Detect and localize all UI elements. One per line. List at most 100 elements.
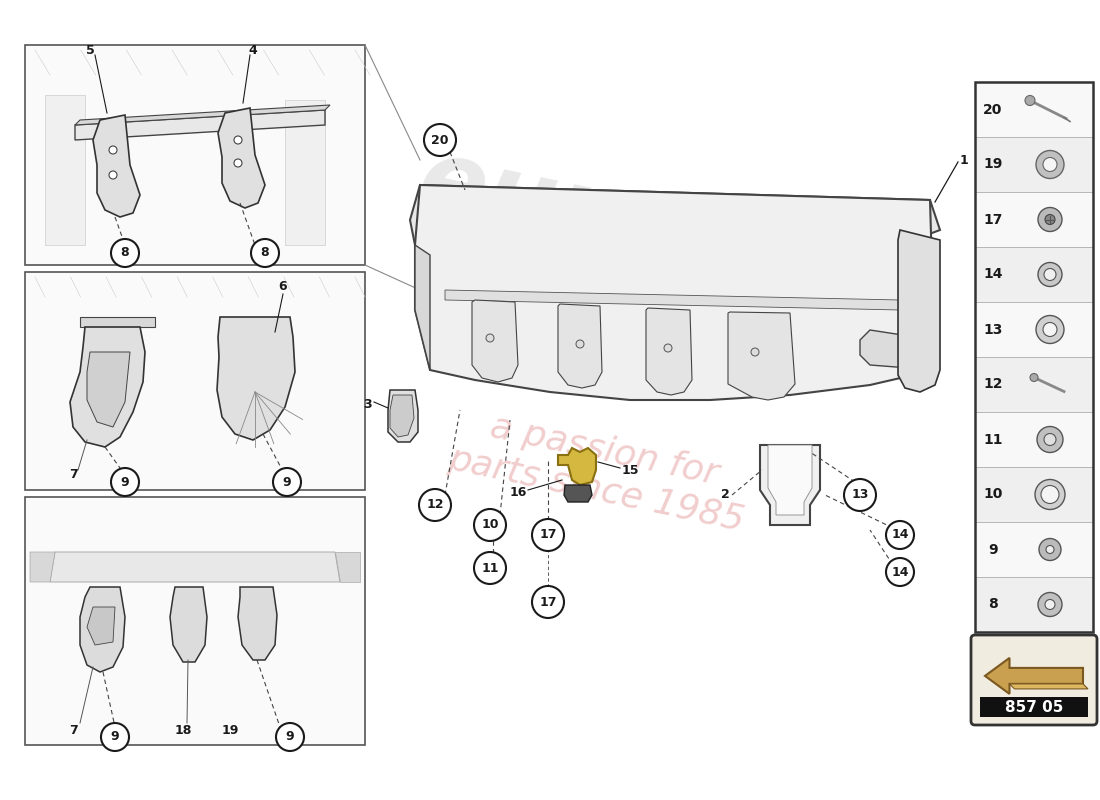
Polygon shape: [415, 245, 430, 370]
Text: 16: 16: [509, 486, 527, 498]
Polygon shape: [50, 552, 340, 582]
Circle shape: [1041, 486, 1059, 503]
Circle shape: [844, 479, 876, 511]
Circle shape: [251, 239, 279, 267]
Text: 8: 8: [988, 598, 998, 611]
Polygon shape: [390, 395, 414, 437]
Polygon shape: [984, 658, 1084, 694]
Text: 19: 19: [983, 158, 1003, 171]
Text: 857 05: 857 05: [1004, 699, 1064, 714]
Text: eurocar
parts: eurocar parts: [386, 133, 854, 427]
Polygon shape: [728, 312, 795, 400]
Circle shape: [1038, 207, 1061, 231]
Circle shape: [1044, 269, 1056, 281]
Text: 18: 18: [174, 723, 191, 737]
Polygon shape: [285, 100, 324, 245]
Polygon shape: [30, 552, 55, 582]
Text: 9: 9: [286, 730, 295, 743]
Circle shape: [1046, 546, 1054, 554]
Text: 9: 9: [283, 475, 292, 489]
Text: 4: 4: [249, 43, 257, 57]
Circle shape: [474, 552, 506, 584]
Circle shape: [109, 171, 117, 179]
Text: 1: 1: [960, 154, 969, 166]
Text: 9: 9: [988, 542, 998, 557]
Text: 8: 8: [121, 246, 130, 259]
Polygon shape: [75, 110, 324, 140]
Circle shape: [1037, 426, 1063, 453]
Circle shape: [101, 723, 129, 751]
Circle shape: [111, 239, 139, 267]
Text: 14: 14: [891, 529, 909, 542]
Text: 2: 2: [722, 489, 730, 502]
Polygon shape: [217, 317, 295, 440]
Text: 17: 17: [983, 213, 1003, 226]
Circle shape: [664, 344, 672, 352]
Polygon shape: [646, 308, 692, 395]
Text: 15: 15: [621, 463, 639, 477]
Circle shape: [1040, 538, 1062, 561]
Polygon shape: [94, 115, 140, 217]
Text: 7: 7: [68, 469, 77, 482]
Text: 10: 10: [983, 487, 1003, 502]
Text: 6: 6: [278, 281, 287, 294]
Polygon shape: [70, 327, 145, 447]
Polygon shape: [760, 445, 820, 525]
Text: 10: 10: [482, 518, 498, 531]
Text: 3: 3: [363, 398, 372, 411]
Text: 5: 5: [86, 43, 95, 57]
Text: 11: 11: [482, 562, 498, 574]
Text: 7: 7: [68, 723, 77, 737]
Text: 9: 9: [111, 730, 119, 743]
Polygon shape: [238, 587, 277, 660]
Circle shape: [109, 146, 117, 154]
Circle shape: [273, 468, 301, 496]
Bar: [975, 577, 1093, 632]
Polygon shape: [80, 587, 125, 672]
Circle shape: [886, 521, 914, 549]
Text: 12: 12: [983, 378, 1003, 391]
Circle shape: [1043, 158, 1057, 171]
Circle shape: [1045, 214, 1055, 225]
Text: 19: 19: [221, 723, 239, 737]
Circle shape: [234, 159, 242, 167]
Bar: [25, 45, 365, 265]
Text: 13: 13: [851, 489, 869, 502]
Bar: [975, 82, 1093, 632]
Circle shape: [276, 723, 304, 751]
Bar: [975, 412, 1093, 467]
Bar: [975, 82, 1093, 137]
Bar: [975, 357, 1093, 412]
Polygon shape: [472, 300, 518, 382]
Text: 17: 17: [539, 529, 557, 542]
Circle shape: [532, 586, 564, 618]
Bar: [975, 302, 1093, 357]
Circle shape: [576, 340, 584, 348]
Circle shape: [1045, 599, 1055, 610]
Circle shape: [532, 519, 564, 551]
Polygon shape: [80, 317, 155, 327]
Text: 13: 13: [983, 322, 1003, 337]
Polygon shape: [1010, 684, 1088, 689]
Circle shape: [419, 489, 451, 521]
FancyBboxPatch shape: [971, 635, 1097, 725]
Circle shape: [474, 509, 506, 541]
Text: 11: 11: [983, 433, 1003, 446]
Circle shape: [424, 124, 456, 156]
Polygon shape: [410, 185, 940, 265]
Circle shape: [1036, 150, 1064, 178]
Bar: [975, 522, 1093, 577]
Circle shape: [234, 136, 242, 144]
Bar: [975, 192, 1093, 247]
Circle shape: [1044, 434, 1056, 446]
Text: 12: 12: [427, 498, 443, 511]
Polygon shape: [415, 185, 935, 400]
Polygon shape: [45, 95, 85, 245]
Polygon shape: [558, 304, 602, 388]
Polygon shape: [218, 108, 265, 208]
Polygon shape: [87, 352, 130, 427]
Text: 8: 8: [261, 246, 270, 259]
Polygon shape: [446, 290, 900, 310]
Circle shape: [1035, 479, 1065, 510]
Polygon shape: [768, 445, 812, 515]
